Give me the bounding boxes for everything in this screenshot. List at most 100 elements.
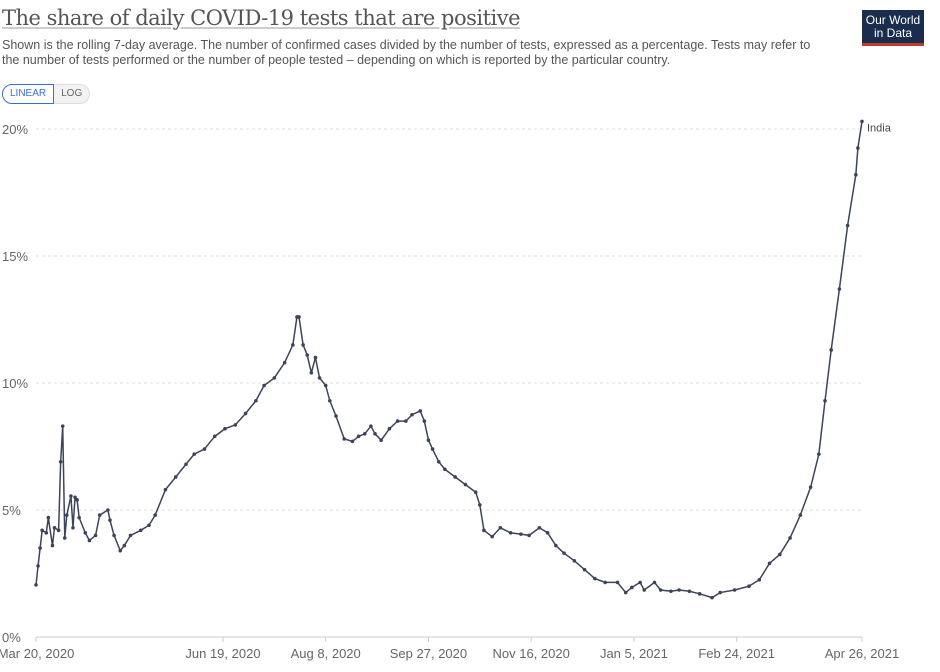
data-point[interactable] (519, 532, 523, 536)
data-point[interactable] (418, 409, 423, 413)
data-point[interactable] (65, 513, 69, 517)
data-point[interactable] (342, 437, 347, 441)
data-point[interactable] (369, 424, 373, 428)
data-point[interactable] (860, 119, 864, 124)
data-point[interactable] (147, 523, 151, 528)
data-point[interactable] (36, 564, 40, 568)
data-point[interactable] (46, 515, 51, 520)
data-point[interactable] (652, 580, 657, 585)
data-point[interactable] (658, 588, 663, 592)
data-point[interactable] (173, 475, 178, 479)
data-point[interactable] (56, 528, 61, 533)
data-point[interactable] (106, 508, 110, 512)
data-point[interactable] (603, 580, 607, 585)
data-point[interactable] (757, 578, 762, 582)
series-label[interactable]: India (867, 122, 892, 134)
data-point[interactable] (808, 485, 813, 489)
owid-logo[interactable]: Our World in Data (862, 10, 924, 46)
data-point[interactable] (83, 531, 88, 535)
data-point[interactable] (817, 452, 821, 456)
data-point[interactable] (788, 536, 792, 540)
data-point[interactable] (823, 398, 827, 403)
data-point[interactable] (356, 434, 361, 439)
data-point[interactable] (254, 398, 258, 403)
data-point[interactable] (404, 419, 408, 423)
data-point[interactable] (562, 551, 566, 555)
data-point[interactable] (34, 583, 38, 587)
data-point[interactable] (778, 552, 782, 557)
data-point[interactable] (282, 360, 287, 365)
data-point[interactable] (75, 498, 79, 502)
data-point[interactable] (233, 423, 238, 427)
data-point[interactable] (582, 567, 587, 572)
data-point[interactable] (291, 343, 295, 347)
data-point[interactable] (697, 592, 702, 596)
data-point[interactable] (138, 528, 143, 533)
data-point[interactable] (334, 414, 338, 418)
data-point[interactable] (301, 343, 305, 347)
data-point[interactable] (554, 543, 558, 548)
data-point[interactable] (379, 438, 383, 442)
data-point[interactable] (845, 223, 850, 228)
data-point[interactable] (122, 543, 127, 548)
data-point[interactable] (829, 348, 833, 352)
data-point[interactable] (60, 424, 65, 428)
data-point[interactable] (202, 447, 207, 451)
log-scale-button[interactable]: LOG (54, 84, 91, 104)
data-point[interactable] (410, 412, 414, 417)
data-point[interactable] (482, 528, 486, 533)
data-point[interactable] (305, 353, 310, 357)
data-point[interactable] (328, 398, 332, 403)
data-point[interactable] (747, 584, 751, 588)
data-point[interactable] (615, 580, 620, 585)
data-point[interactable] (362, 432, 367, 436)
data-point[interactable] (687, 589, 692, 594)
data-point[interactable] (112, 533, 116, 538)
data-point[interactable] (387, 426, 392, 431)
data-point[interactable] (40, 528, 44, 533)
data-point[interactable] (545, 531, 550, 535)
data-point[interactable] (118, 548, 123, 553)
data-point[interactable] (837, 287, 842, 291)
data-point[interactable] (710, 595, 714, 600)
data-point[interactable] (128, 533, 133, 538)
data-point[interactable] (62, 536, 67, 540)
data-point[interactable] (572, 559, 577, 563)
data-point[interactable] (192, 452, 197, 456)
data-point[interactable] (212, 434, 217, 439)
data-point[interactable] (426, 438, 431, 442)
data-point[interactable] (854, 172, 858, 177)
data-point[interactable] (243, 411, 248, 416)
data-point[interactable] (44, 531, 49, 535)
data-point[interactable] (478, 503, 482, 507)
data-point[interactable] (52, 525, 57, 530)
data-point[interactable] (490, 534, 494, 539)
data-point[interactable] (508, 531, 513, 535)
data-point[interactable] (93, 533, 98, 538)
data-point[interactable] (732, 588, 737, 592)
data-point[interactable] (69, 494, 73, 498)
data-point[interactable] (317, 376, 322, 380)
data-point[interactable] (323, 383, 328, 388)
data-point[interactable] (527, 533, 531, 538)
data-point[interactable] (153, 513, 157, 517)
data-point[interactable] (422, 419, 427, 423)
data-point[interactable] (856, 146, 860, 150)
data-point[interactable] (97, 513, 102, 517)
data-point[interactable] (630, 585, 634, 590)
data-point[interactable] (87, 538, 92, 543)
data-point[interactable] (223, 426, 227, 431)
data-point[interactable] (350, 439, 355, 444)
data-point[interactable] (642, 588, 646, 592)
data-point[interactable] (677, 588, 681, 592)
data-point[interactable] (297, 315, 301, 319)
data-point[interactable] (453, 475, 457, 479)
data-point[interactable] (463, 482, 468, 487)
data-point[interactable] (443, 467, 447, 472)
data-point[interactable] (623, 590, 628, 595)
data-point[interactable] (638, 580, 642, 585)
data-point[interactable] (38, 546, 42, 550)
series-line-india[interactable] (35, 121, 863, 599)
data-point[interactable] (498, 525, 503, 530)
data-point[interactable] (798, 513, 803, 517)
